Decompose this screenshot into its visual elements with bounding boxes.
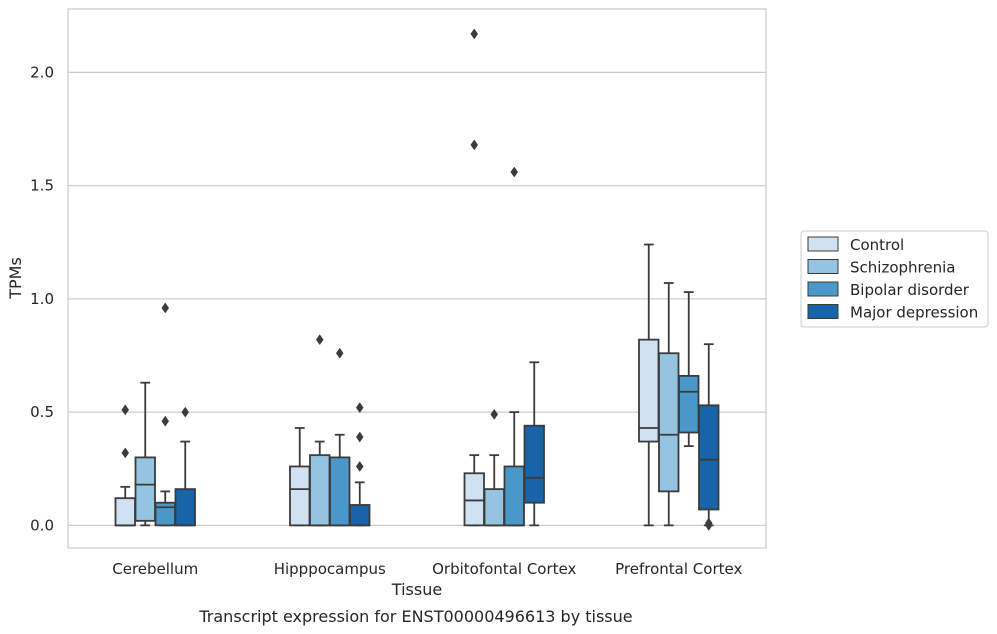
outlier-point [704, 517, 713, 529]
x-tick-label: Cerebellum [112, 560, 198, 578]
x-tick-label: Prefrontal Cortex [615, 560, 742, 578]
legend-swatch [807, 259, 839, 274]
outlier-point [355, 402, 364, 414]
box-iqr [678, 374, 700, 434]
outlier-point [121, 447, 130, 459]
box-2-1 [329, 347, 351, 527]
outlier-point [161, 415, 170, 427]
outlier-point [335, 347, 344, 359]
x-tick-labels: Cerebellum Hipppocampus Orbitofontal Corte… [112, 560, 742, 578]
legend-swatch [807, 236, 839, 252]
box-iqr [114, 497, 136, 527]
box-0-1 [289, 427, 311, 527]
plot-frame [67, 8, 767, 549]
legend-label: Control [850, 236, 904, 254]
x-tick-label: Hipppocampus [274, 560, 386, 578]
box-iqr [349, 504, 371, 527]
box-iqr [658, 352, 680, 493]
y-tick-label: 1.5 [30, 177, 54, 195]
box-groups [114, 28, 720, 531]
box-iqr [483, 488, 505, 527]
y-tick-labels: 0.0 0.5 1.0 1.5 2.0 [30, 63, 54, 534]
legend-frame [800, 230, 989, 328]
box-1-2 [483, 408, 505, 527]
box-1-0 [134, 381, 156, 527]
box-2-3 [678, 291, 700, 447]
box-3-0 [174, 406, 196, 527]
box-iqr [698, 404, 720, 511]
legend-label: Major depression [850, 304, 978, 322]
outlier-point [470, 28, 479, 40]
legend-label: Bipolar disorder [850, 281, 970, 299]
outlier-point [355, 461, 364, 472]
box-3-3 [698, 343, 720, 531]
chart-caption: Transcript expression for ENST0000049661… [198, 607, 632, 626]
y-tick-label: 2.0 [30, 63, 54, 81]
outlier-point [510, 166, 519, 178]
outlier-point [490, 408, 499, 420]
box-iqr [463, 472, 485, 527]
legend-swatch [807, 304, 839, 319]
box-iqr [503, 465, 525, 527]
box-3-2 [523, 361, 545, 527]
box-3-1 [349, 402, 371, 527]
outlier-point [470, 139, 479, 151]
outlier-point [315, 334, 324, 346]
y-tick-label: 0.5 [30, 403, 54, 421]
box-iqr [174, 488, 196, 527]
x-axis-title: Tissue [391, 580, 442, 599]
box-iqr [154, 501, 176, 527]
plot-area [68, 9, 766, 548]
box-iqr [134, 456, 156, 522]
legend-label: Schizophrenia [850, 259, 955, 277]
legend: Control Schizophrenia Bipolar disorder Majo… [800, 230, 989, 328]
x-tick-label: Orbitofontal Cortex [432, 560, 576, 578]
box-iqr [329, 456, 351, 527]
outlier-point [355, 431, 364, 443]
box-1-3 [658, 282, 680, 527]
y-axis-title: TPMs [6, 257, 25, 300]
outlier-point [161, 302, 170, 314]
box-iqr [309, 454, 331, 527]
y-tick-label: 0.0 [30, 516, 54, 534]
box-iqr [289, 465, 311, 527]
box-iqr [523, 424, 545, 504]
outlier-point [121, 404, 130, 416]
outlier-point [181, 406, 190, 418]
box-iqr [638, 338, 660, 443]
legend-swatch [807, 281, 839, 297]
box-0-0 [114, 404, 136, 527]
y-tick-label: 1.0 [30, 290, 54, 308]
